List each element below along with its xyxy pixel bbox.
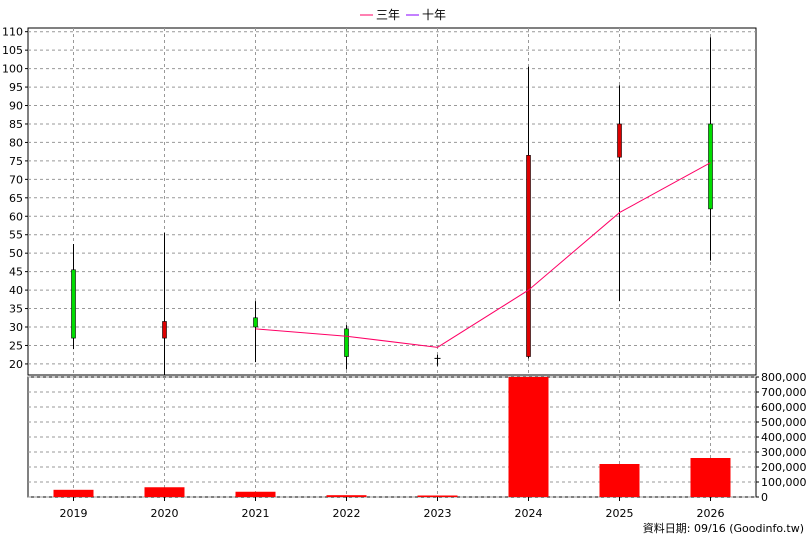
- volume-tick-label: 700,000: [761, 386, 807, 399]
- x-tick-label: 2026: [697, 507, 725, 520]
- price-tick-label: 80: [9, 136, 23, 149]
- price-tick-label: 35: [9, 303, 23, 316]
- legend: 三年 十年: [360, 8, 446, 22]
- volume-tick-label: 200,000: [761, 461, 807, 474]
- volume-tick-label: 400,000: [761, 431, 807, 444]
- price-tick-label: 95: [9, 81, 23, 94]
- volume-bar: [599, 464, 640, 497]
- volume-panel: 0 100,000 200,000 300,000 400,000 500,000 600,…: [27, 371, 807, 504]
- price-tick-label: 65: [9, 192, 23, 205]
- price-panel: 20 25 30 35 40 45 50 55 60 65 70 75 80 85 90 95 100 105 11…: [2, 26, 757, 376]
- candle-body: [253, 317, 258, 328]
- price-tick-label: 60: [9, 210, 23, 223]
- price-tick-label: 75: [9, 155, 23, 168]
- legend-ten-year-label: 十年: [422, 8, 446, 22]
- price-tick-label: 20: [9, 358, 23, 371]
- x-tick-label: 2023: [424, 507, 452, 520]
- volume-tick-label: 100,000: [761, 476, 807, 489]
- candle-body: [526, 155, 531, 357]
- candle-body: [162, 321, 167, 339]
- volume-bar: [235, 491, 276, 497]
- price-tick-label: 25: [9, 339, 23, 352]
- x-tick-label: 2024: [515, 507, 543, 520]
- candle-body: [708, 123, 713, 210]
- volume-bar: [53, 489, 94, 497]
- x-tick-label: 2021: [242, 507, 270, 520]
- candle-body: [344, 328, 349, 357]
- volume-tick-label: 500,000: [761, 416, 807, 429]
- price-tick-label: 85: [9, 118, 23, 131]
- price-tick-label: 55: [9, 229, 23, 242]
- price-tick-label: 105: [2, 44, 23, 57]
- source-note: 資料日期: 09/16 (Goodinfo.tw): [643, 521, 804, 535]
- x-tick-label: 2019: [60, 507, 88, 520]
- price-tick-label: 45: [9, 266, 23, 279]
- volume-tick-label: 300,000: [761, 446, 807, 459]
- price-tick-label: 110: [2, 26, 23, 39]
- price-tick-label: 30: [9, 321, 23, 334]
- x-tick-label: 2022: [333, 507, 361, 520]
- volume-bar: [326, 495, 367, 497]
- price-tick-label: 100: [2, 63, 23, 76]
- candle-body: [617, 123, 622, 158]
- x-axis: 2019 2020 2021 2022 2023 2024 2025 2026: [60, 497, 725, 520]
- volume-bar: [690, 458, 731, 497]
- volume-bar: [417, 495, 458, 497]
- three-year-average-line: [255, 162, 711, 348]
- volume-bar: [508, 377, 549, 497]
- price-tick-label: 70: [9, 173, 23, 186]
- volume-bar: [144, 487, 185, 497]
- price-tick-label: 40: [9, 284, 23, 297]
- candle-body: [71, 269, 76, 339]
- x-tick-label: 2025: [606, 507, 634, 520]
- volume-tick-label: 600,000: [761, 401, 807, 414]
- price-panel-frame: [27, 27, 757, 376]
- price-tick-label: 90: [9, 100, 23, 113]
- legend-three-year-label: 三年: [376, 8, 400, 22]
- x-tick-label: 2020: [151, 507, 179, 520]
- volume-tick-label: 800,000: [761, 371, 807, 384]
- price-tick-label: 50: [9, 247, 23, 260]
- volume-tick-label: 0: [761, 491, 768, 504]
